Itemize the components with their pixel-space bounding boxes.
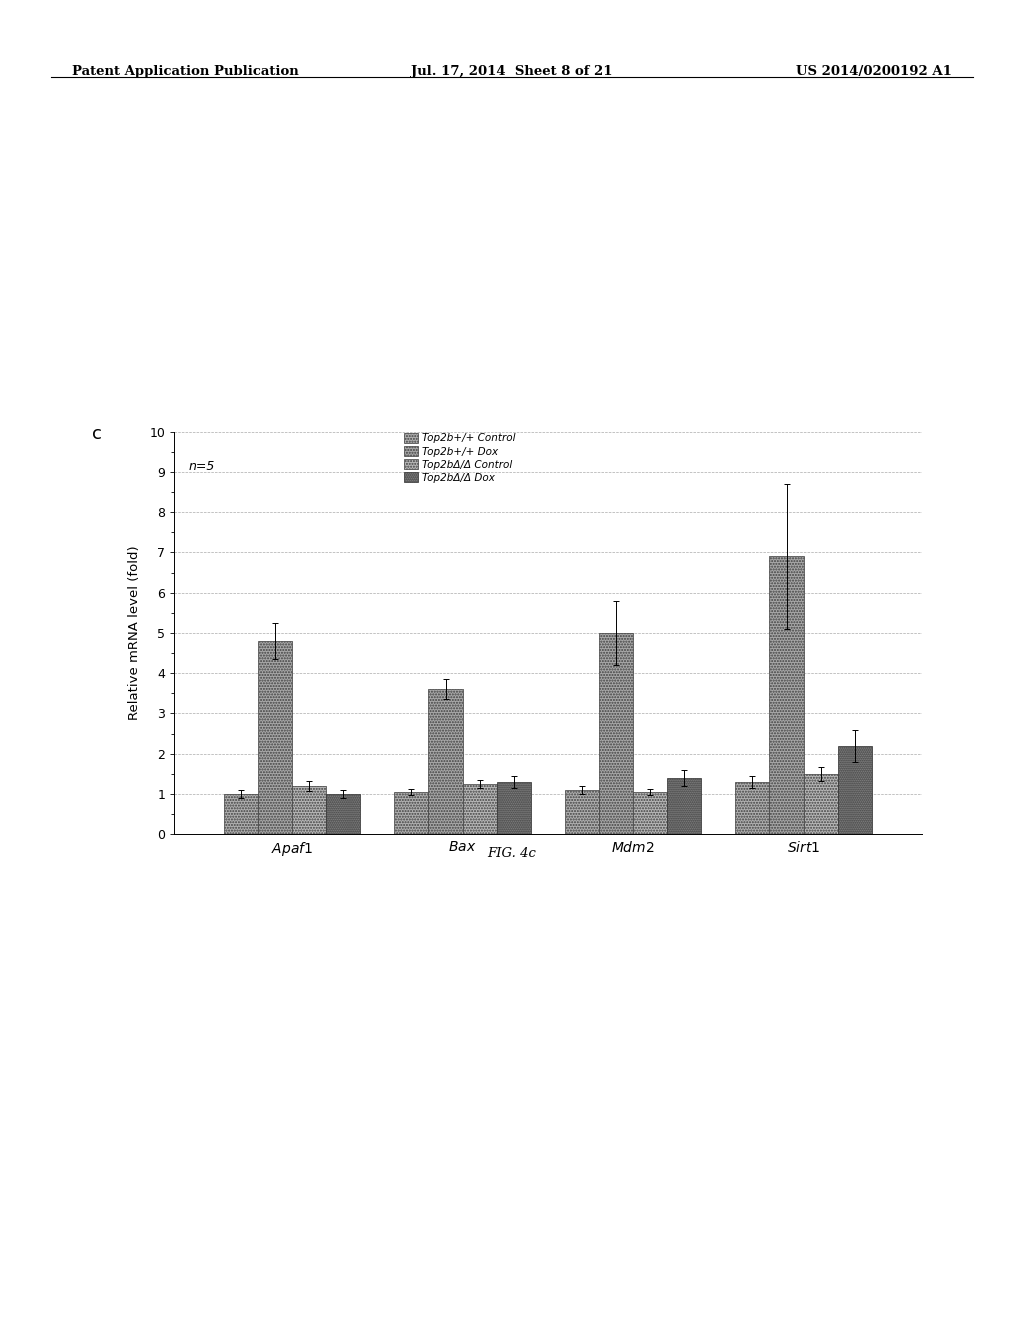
Bar bbox=[838, 746, 871, 834]
Text: Jul. 17, 2014  Sheet 8 of 21: Jul. 17, 2014 Sheet 8 of 21 bbox=[412, 65, 612, 78]
Y-axis label: Relative mRNA level (fold): Relative mRNA level (fold) bbox=[128, 545, 141, 721]
Bar bbox=[292, 785, 327, 834]
Bar bbox=[394, 792, 428, 834]
Bar bbox=[668, 777, 701, 834]
Text: US 2014/0200192 A1: US 2014/0200192 A1 bbox=[797, 65, 952, 78]
Bar bbox=[258, 642, 292, 834]
Text: n=5: n=5 bbox=[189, 459, 215, 473]
Bar bbox=[633, 792, 668, 834]
Bar bbox=[428, 689, 463, 834]
Bar bbox=[735, 781, 769, 834]
Legend: Top2b+/+ Control, Top2b+/+ Dox, Top2bΔ/Δ Control, Top2bΔ/Δ Dox: Top2b+/+ Control, Top2b+/+ Dox, Top2bΔ/Δ… bbox=[403, 433, 516, 483]
Bar bbox=[327, 795, 360, 834]
Bar bbox=[224, 795, 258, 834]
Bar bbox=[497, 781, 530, 834]
Bar bbox=[599, 634, 633, 834]
Bar bbox=[463, 784, 497, 834]
Text: Patent Application Publication: Patent Application Publication bbox=[72, 65, 298, 78]
Bar bbox=[769, 557, 804, 834]
Bar bbox=[804, 774, 838, 834]
Bar bbox=[565, 789, 599, 834]
Text: c: c bbox=[92, 425, 102, 444]
Text: FIG. 4c: FIG. 4c bbox=[487, 847, 537, 861]
